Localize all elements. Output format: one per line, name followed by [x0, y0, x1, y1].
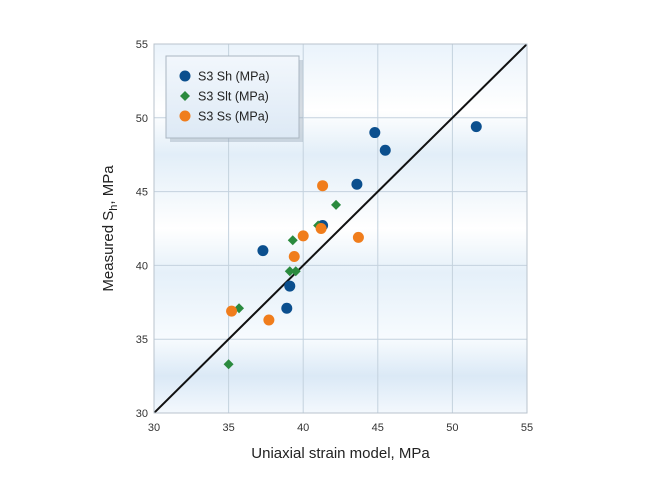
x-tick-label: 45: [372, 422, 384, 434]
x-tick-label: 55: [521, 422, 533, 434]
data-point: [257, 245, 269, 257]
series-2: [223, 199, 342, 370]
x-tick-label: 30: [148, 422, 160, 434]
x-axis-label: Uniaxial strain model, MPa: [251, 445, 430, 462]
y-axis-label-main: Measured S: [100, 211, 117, 292]
legend-marker: [179, 70, 191, 82]
y-tick-label: 40: [136, 260, 148, 272]
data-point: [331, 199, 342, 210]
data-point: [284, 280, 296, 292]
legend-entry-label: S3 Sh (MPa): [198, 70, 270, 84]
y-axis-label: Measured Sh, MPa: [100, 165, 120, 292]
legend-entry-label: S3 Ss (MPa): [198, 110, 269, 124]
data-point: [317, 180, 329, 192]
data-point: [369, 127, 381, 139]
legend-entry-label: S3 Slt (MPa): [198, 90, 269, 104]
data-point: [315, 223, 327, 234]
data-point: [352, 231, 364, 243]
y-axis-label-unit: , MPa: [100, 165, 117, 205]
series-3: [226, 180, 364, 326]
legend-marker: [179, 110, 191, 122]
data-point: [351, 178, 363, 190]
data-point: [223, 359, 234, 370]
data-point: [297, 230, 309, 242]
data-points: [223, 121, 482, 370]
y-axis-label-subscript: h: [108, 205, 120, 211]
data-point: [290, 266, 301, 277]
y-tick-labels: 30 35 40 45 50 55: [136, 39, 148, 420]
legend: S3 Sh (MPa) S3 Slt (MPa) S3 Ss (MPa): [165, 55, 303, 142]
data-point: [379, 144, 391, 156]
reference-line: [154, 44, 527, 413]
data-point: [288, 251, 300, 263]
data-point: [287, 235, 298, 246]
data-point: [281, 302, 293, 314]
x-tick-label: 35: [222, 422, 234, 434]
x-tick-label: 40: [297, 422, 309, 434]
data-point: [226, 305, 238, 317]
data-point: [470, 121, 482, 133]
x-tick-labels: 30 35 40 45 50 55: [148, 422, 533, 434]
x-tick-label: 50: [446, 422, 458, 434]
data-point: [263, 314, 275, 326]
y-tick-label: 45: [136, 187, 148, 199]
data-point: [284, 266, 295, 277]
y-tick-label: 55: [136, 39, 148, 51]
plot-frame: [153, 43, 528, 414]
y-tick-label: 35: [136, 334, 148, 346]
legend-marker: [180, 91, 190, 101]
y-tick-label: 30: [136, 408, 148, 420]
y-tick-label: 50: [136, 113, 148, 125]
reference-line-group: [154, 44, 527, 413]
